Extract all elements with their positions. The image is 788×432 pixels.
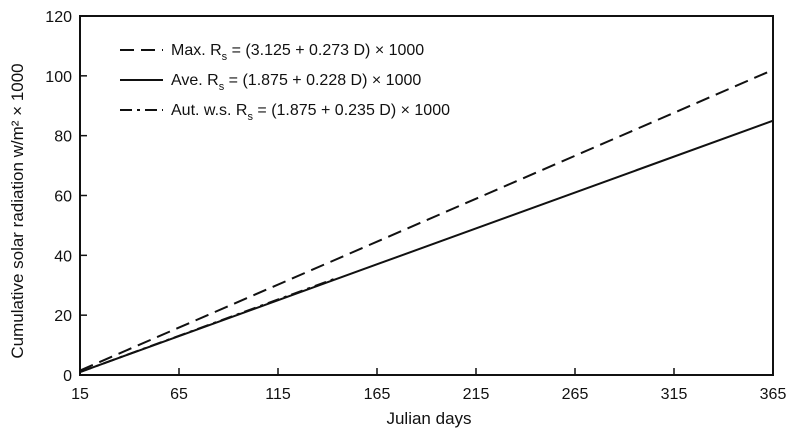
y-axis-title: Cumulative solar radiation w/m² × 1000 [8, 63, 27, 358]
legend-label-1: Max. Rs = (3.125 + 0.273 D) × 1000 [171, 42, 424, 63]
y-tick-label: 40 [54, 248, 72, 265]
series-line-2 [79, 119, 774, 373]
x-tick-label: 165 [364, 386, 391, 403]
x-axis-title: Julian days [386, 409, 471, 428]
y-tick-label: 120 [45, 9, 72, 26]
plot-frame [79, 15, 774, 376]
x-tick-label: 65 [170, 386, 188, 403]
y-tick-label: 60 [54, 189, 72, 206]
series-line-3 [79, 276, 338, 373]
x-tick-label: 365 [760, 386, 787, 403]
x-tick-label: 115 [265, 386, 291, 403]
y-tick-label: 100 [45, 69, 72, 86]
legend: Max. Rs = (3.125 + 0.273 D) × 1000 Ave. R… [120, 42, 450, 123]
x-tick-label: 315 [661, 386, 688, 403]
y-tick-label: 80 [54, 129, 72, 146]
x-tick-label: 215 [463, 386, 490, 403]
y-tick-label: 20 [54, 308, 72, 325]
y-tick-label: 0 [63, 368, 72, 385]
x-tick-label: 265 [562, 386, 589, 403]
legend-label-3: Aut. w.s. Rs = (1.875 + 0.235 D) × 1000 [171, 102, 450, 123]
legend-label-2: Ave. Rs = (1.875 + 0.228 D) × 1000 [171, 72, 421, 93]
x-tick-label: 15 [71, 386, 89, 403]
